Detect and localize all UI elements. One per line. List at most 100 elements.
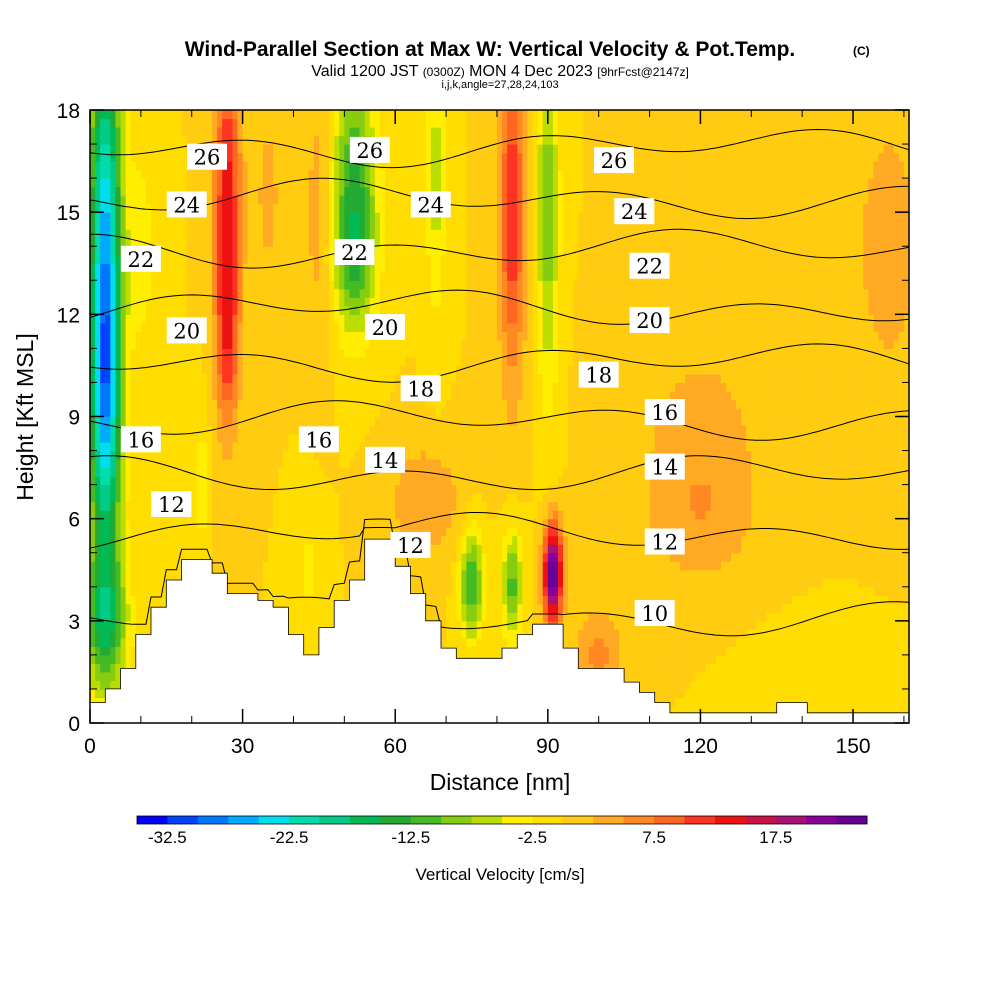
velocity-cell (105, 365, 111, 375)
velocity-cell (268, 425, 274, 435)
velocity-cell (110, 680, 117, 690)
velocity-cell (232, 586, 239, 596)
velocity-cell (125, 203, 132, 213)
velocity-cell (135, 586, 142, 596)
velocity-cell (359, 280, 366, 290)
velocity-cell (222, 110, 228, 120)
velocity-cell (191, 169, 198, 179)
velocity-cell (313, 254, 320, 264)
velocity-cell (400, 127, 406, 137)
velocity-cell (318, 297, 325, 307)
velocity-cell (201, 339, 208, 349)
velocity-cell (298, 501, 305, 511)
velocity-cell (207, 314, 213, 324)
velocity-cell (252, 195, 259, 205)
velocity-cell (415, 186, 422, 196)
velocity-cell (212, 178, 218, 188)
velocity-cell (222, 348, 228, 358)
velocity-cell (257, 186, 264, 196)
velocity-cell (212, 484, 218, 494)
velocity-cell (207, 305, 213, 315)
velocity-cell (288, 178, 295, 188)
velocity-cell (435, 110, 442, 120)
velocity-cell (105, 314, 111, 324)
velocity-cell (90, 254, 96, 264)
velocity-cell (90, 135, 96, 145)
velocity-cell (410, 365, 417, 375)
velocity-cell (318, 569, 325, 579)
velocity-cell (441, 544, 447, 554)
velocity-cell (110, 442, 117, 452)
velocity-cell (257, 348, 264, 358)
velocity-cell (181, 135, 188, 145)
velocity-cell (374, 118, 381, 128)
velocity-cell (308, 314, 315, 324)
velocity-cell (329, 314, 335, 324)
velocity-cell (430, 407, 437, 418)
velocity-cell (237, 425, 244, 435)
velocity-cell (324, 348, 330, 358)
velocity-cell (191, 467, 198, 477)
velocity-cell (212, 416, 218, 426)
velocity-cell (247, 169, 254, 179)
velocity-cell (303, 561, 310, 571)
velocity-cell (171, 297, 178, 307)
velocity-cell (344, 118, 351, 128)
velocity-cell (288, 373, 295, 384)
velocity-cell (125, 399, 132, 409)
velocity-cell (354, 288, 361, 298)
velocity-cell (420, 280, 427, 290)
velocity-cell (278, 493, 284, 503)
velocity-cell (191, 501, 198, 511)
velocity-cell (232, 501, 239, 511)
velocity-cell (100, 237, 106, 247)
velocity-cell (171, 178, 178, 188)
velocity-cell (257, 399, 264, 409)
velocity-cell (247, 229, 254, 239)
velocity-cell (201, 135, 208, 145)
velocity-cell (171, 407, 178, 418)
velocity-cell (95, 348, 101, 358)
velocity-cell (390, 493, 396, 503)
velocity-cell (145, 305, 152, 315)
velocity-cell (425, 501, 432, 511)
velocity-cell (313, 186, 320, 196)
velocity-cell (100, 382, 106, 392)
velocity-cell (166, 348, 172, 358)
velocity-cell (120, 535, 127, 545)
velocity-cell (273, 229, 279, 239)
velocity-cell (430, 356, 437, 367)
velocity-cell (395, 212, 401, 222)
velocity-cell (441, 629, 447, 639)
velocity-cell (90, 637, 96, 647)
velocity-cell (400, 220, 406, 230)
velocity-cell (115, 237, 122, 247)
velocity-cell (262, 152, 269, 162)
velocity-cell (161, 169, 167, 179)
velocity-cell (273, 118, 279, 128)
velocity-cell (313, 484, 320, 494)
velocity-cell (120, 331, 127, 341)
velocity-cell (364, 425, 371, 435)
velocity-cell (410, 152, 417, 162)
velocity-cell (359, 484, 366, 494)
velocity-cell (278, 356, 284, 367)
velocity-cell (95, 407, 101, 418)
velocity-cell (425, 425, 432, 435)
velocity-cell (100, 467, 106, 477)
velocity-cell (420, 220, 427, 230)
velocity-cell (125, 297, 132, 307)
velocity-cell (298, 288, 305, 298)
velocity-cell (237, 416, 244, 426)
velocity-cell (313, 195, 320, 205)
velocity-cell (313, 263, 320, 273)
velocity-cell (268, 501, 274, 511)
velocity-cell (339, 365, 345, 375)
velocity-cell (435, 407, 442, 418)
velocity-cell (273, 203, 279, 213)
velocity-cell (354, 433, 361, 443)
velocity-cell (359, 161, 366, 171)
velocity-cell (95, 144, 101, 154)
velocity-cell (395, 152, 401, 162)
velocity-cell (369, 348, 376, 358)
